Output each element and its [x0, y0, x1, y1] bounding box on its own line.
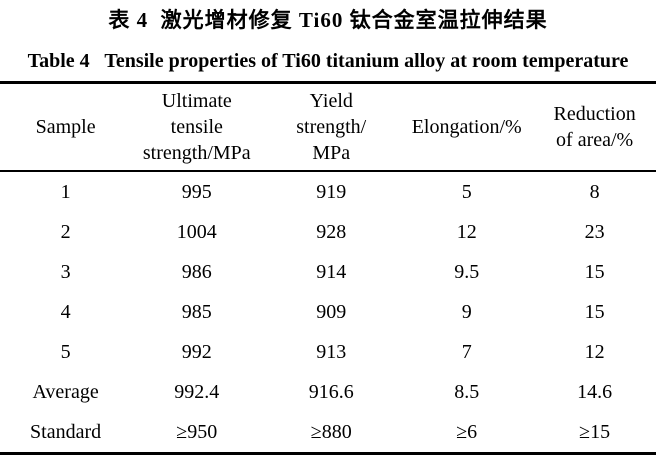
row-label-cell: 5	[60, 340, 71, 363]
table-cell: 15	[584, 260, 605, 283]
table-cell: 928	[316, 220, 347, 243]
column-header-reduction-of-area: Reduction of area/%	[533, 82, 656, 172]
table-cell: 995	[181, 180, 212, 203]
table-caption-english: Table 4 Tensile properties of Ti60 titan…	[27, 50, 629, 72]
table-cell: 919	[316, 180, 347, 203]
tensile-properties-table: Sample Ultimate tensile strength/MPa Yie…	[0, 81, 656, 455]
table-cell: 992	[181, 340, 212, 363]
table-cell: 1004	[176, 220, 217, 243]
table-row-average: Average 992.4 916.6 8.5 14.6	[0, 372, 656, 412]
table-cell: 14.6	[577, 380, 613, 403]
table-row-sample-5: 5 992 913 7 12	[0, 332, 656, 372]
table-row-standard: Standard ≥950 ≥880 ≥6 ≥15	[0, 412, 656, 454]
table-cell: 7	[461, 340, 472, 363]
column-header-yield-strength: Yield strength/ MPa	[262, 82, 401, 172]
table-cell: 12	[456, 220, 477, 243]
column-header-ultimate-tensile-strength: Ultimate tensile strength/MPa	[131, 82, 263, 172]
table-cell: 909	[316, 300, 347, 323]
row-label-cell: Standard	[30, 420, 102, 443]
table-cell: 9	[461, 300, 472, 323]
table-cell: 913	[316, 340, 347, 363]
header-row: Sample Ultimate tensile strength/MPa Yie…	[0, 82, 656, 172]
column-header-sample: Sample	[0, 82, 132, 172]
row-label-cell: 3	[60, 260, 71, 283]
table-row-sample-1: 1 995 919 5 8	[0, 171, 656, 212]
table-cell: 5	[461, 180, 472, 203]
table-row-sample-4: 4 985 909 9 15	[0, 292, 656, 332]
table-cell: 15	[584, 300, 605, 323]
table-row-sample-2: 2 1004 928 12 23	[0, 212, 656, 252]
table-row-sample-3: 3 986 914 9.5 15	[0, 252, 656, 292]
table-cell: 8	[589, 180, 600, 203]
table-cell: 12	[584, 340, 605, 363]
table-cell: 23	[584, 220, 605, 243]
table-cell: ≥15	[579, 420, 611, 443]
table-cell: 986	[181, 260, 212, 283]
row-label-cell: Average	[32, 380, 99, 403]
table-cell: 9.5	[454, 260, 480, 283]
table-cell: 916.6	[308, 380, 354, 403]
column-header-elongation: Elongation/%	[400, 82, 534, 172]
table-caption-chinese: 表 4 激光增材修复 Ti60 钛合金室温拉伸结果	[108, 8, 548, 32]
row-label-cell: 2	[60, 220, 71, 243]
row-label-cell: 4	[60, 300, 71, 323]
table-cell: 992.4	[174, 380, 220, 403]
row-label-cell: 1	[60, 180, 71, 203]
table-cell: ≥950	[176, 420, 218, 443]
table-cell: ≥6	[456, 420, 478, 443]
table-cell: 8.5	[454, 380, 480, 403]
table-cell: ≥880	[310, 420, 352, 443]
table-cell: 985	[181, 300, 212, 323]
table-cell: 914	[316, 260, 347, 283]
